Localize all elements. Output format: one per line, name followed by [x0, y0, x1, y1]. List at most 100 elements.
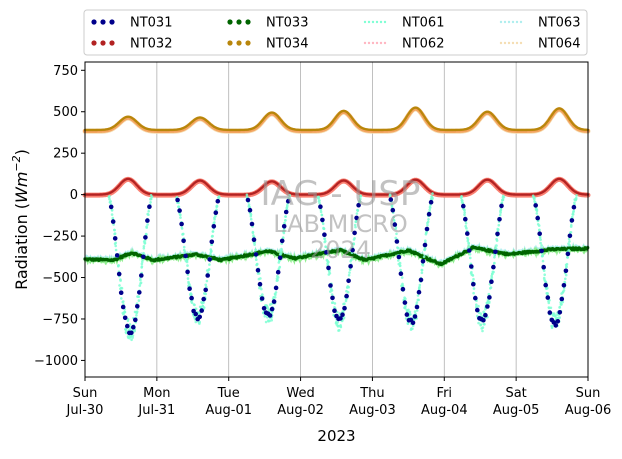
data-point — [545, 295, 551, 300]
data-point — [142, 245, 146, 248]
data-point — [494, 247, 498, 250]
data-point — [397, 259, 400, 262]
data-point — [255, 268, 261, 273]
data-point — [416, 294, 420, 297]
data-point — [137, 290, 142, 295]
data-point — [464, 224, 468, 228]
data-point — [352, 243, 356, 246]
data-point — [183, 253, 188, 259]
data-point — [492, 270, 495, 274]
data-point — [558, 305, 562, 309]
legend-marker — [507, 20, 511, 24]
data-point — [574, 196, 578, 200]
data-point — [493, 255, 496, 259]
data-point — [207, 257, 212, 262]
data-point — [355, 212, 359, 215]
data-point — [565, 265, 568, 269]
data-point — [475, 307, 480, 313]
y-tick-label: 250 — [53, 147, 78, 162]
data-point — [491, 264, 496, 270]
data-point — [477, 304, 480, 308]
data-point — [547, 301, 551, 305]
data-point — [215, 198, 221, 204]
legend-item-nt033: NT033 — [227, 16, 308, 31]
data-point — [177, 205, 181, 209]
data-point — [426, 223, 429, 227]
data-point — [249, 214, 253, 218]
data-point — [288, 194, 292, 197]
data-point — [564, 273, 568, 277]
data-point — [249, 217, 253, 221]
legend-marker — [367, 41, 371, 45]
data-point — [337, 324, 340, 328]
data-point — [249, 221, 255, 227]
data-point — [493, 249, 498, 255]
data-point — [146, 223, 149, 226]
x-tick-label-date: Aug-05 — [493, 403, 540, 418]
legend-label: NT032 — [130, 37, 172, 52]
data-point — [215, 208, 218, 211]
data-point — [188, 283, 191, 286]
y-axis: 750 500 250 0 −250 −500 −750 −1000 — [34, 64, 85, 369]
grid-lines — [156, 62, 517, 377]
data-point — [356, 202, 361, 208]
data-point — [557, 310, 563, 315]
data-point — [114, 248, 118, 252]
data-point — [120, 286, 124, 290]
data-point — [404, 306, 407, 310]
data-point — [185, 269, 190, 275]
data-point — [561, 283, 567, 288]
data-point — [322, 232, 327, 237]
data-point — [543, 273, 546, 277]
data-point — [431, 192, 434, 195]
data-point — [392, 218, 396, 222]
data-point — [267, 313, 273, 318]
data-point — [259, 277, 262, 280]
data-point — [198, 320, 201, 324]
data-point — [416, 289, 422, 295]
data-point — [323, 237, 327, 241]
data-point — [149, 197, 153, 201]
data-point — [409, 313, 412, 316]
data-point — [559, 296, 565, 302]
data-point — [417, 298, 421, 302]
data-point — [138, 284, 142, 287]
data-point — [431, 197, 434, 200]
data-point — [470, 270, 473, 274]
data-point — [340, 312, 345, 318]
data-point — [214, 215, 217, 218]
data-point — [463, 208, 466, 212]
legend-item-nt061: NT061 — [363, 16, 444, 31]
legend-marker — [109, 19, 115, 25]
data-point — [275, 269, 281, 275]
data-point — [328, 283, 333, 288]
data-point — [354, 225, 357, 229]
legend-marker — [379, 41, 383, 45]
data-point — [149, 201, 152, 204]
x-tick-label-weekday: Sun — [576, 386, 601, 401]
data-point — [535, 209, 539, 213]
data-point — [483, 312, 488, 318]
data-point — [359, 194, 362, 198]
data-point — [268, 319, 272, 323]
legend-marker — [511, 20, 515, 24]
data-point — [147, 204, 152, 209]
data-point — [183, 250, 187, 253]
data-point — [342, 316, 346, 320]
legend-marker — [227, 19, 233, 25]
legend-marker — [227, 40, 233, 46]
data-point — [145, 226, 148, 229]
data-point — [420, 268, 424, 272]
data-point — [389, 194, 392, 197]
data-point — [394, 239, 400, 244]
data-point — [266, 315, 269, 319]
data-point — [112, 236, 118, 241]
data-point — [539, 241, 542, 245]
data-point — [481, 329, 484, 333]
data-point — [483, 323, 486, 326]
legend-marker — [371, 41, 375, 45]
data-point — [324, 245, 328, 249]
data-point — [348, 268, 352, 271]
y-tick-label: −250 — [42, 230, 78, 245]
